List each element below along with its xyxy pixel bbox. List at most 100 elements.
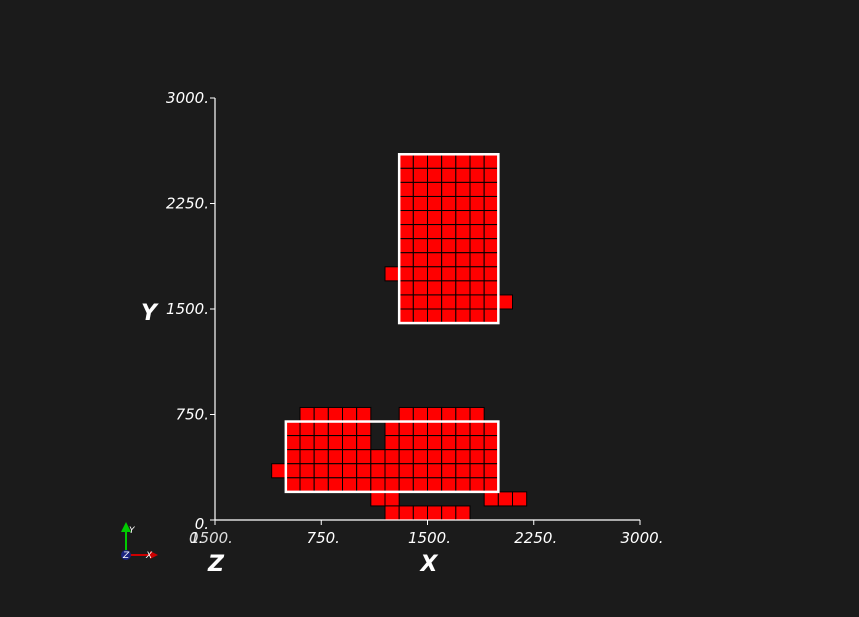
voxel-cell <box>441 195 457 212</box>
voxel-cell <box>441 153 457 169</box>
voxel-cell <box>483 308 499 324</box>
voxel-cell <box>427 224 443 240</box>
voxel-cell <box>483 224 499 240</box>
orientation-x-label: X <box>145 551 153 561</box>
voxel-cell <box>342 449 358 465</box>
voxel-cell <box>398 224 414 240</box>
voxel-cell <box>398 181 414 197</box>
voxel-cell <box>412 421 429 437</box>
voxel-cell <box>285 449 301 465</box>
voxel-cell <box>398 449 414 465</box>
voxel-cell <box>384 449 400 465</box>
voxel-cell <box>469 435 485 451</box>
orientation-y-arrowhead <box>121 522 131 532</box>
voxel-cell <box>441 167 457 183</box>
voxel-cell <box>427 195 443 212</box>
voxel-cell <box>441 224 457 240</box>
x-axis-ticks: 750. 1500. 2250. 3000. <box>214 520 663 547</box>
voxel-cell <box>455 252 471 268</box>
y-tick-label: 750. <box>176 406 209 424</box>
voxel-cell <box>469 167 485 183</box>
voxel-cell <box>441 308 457 324</box>
voxel-cell <box>299 449 315 465</box>
voxel-cell <box>356 421 372 437</box>
voxel-cell <box>398 266 414 282</box>
voxel-cell <box>384 505 400 521</box>
voxel-cell <box>412 463 429 479</box>
voxel-cell <box>412 435 429 451</box>
voxel-cells <box>271 153 528 521</box>
voxel-cell <box>455 406 471 423</box>
orientation-z-label: Z <box>122 551 130 561</box>
voxel-cell <box>412 308 429 324</box>
voxel-cell <box>455 308 471 324</box>
voxel-cell <box>342 435 358 451</box>
voxel-cell <box>313 435 329 451</box>
voxel-cell <box>398 406 414 423</box>
y-tick-label: 1500. <box>166 300 209 318</box>
voxel-cell <box>455 238 471 254</box>
voxel-cell <box>441 181 457 197</box>
voxel-cell <box>427 505 443 521</box>
voxel-cell <box>483 195 499 212</box>
voxel-cell <box>342 421 358 437</box>
voxel-cell <box>285 477 301 493</box>
voxel-cell <box>455 435 471 451</box>
voxel-cell <box>483 252 499 268</box>
voxel-cell <box>342 406 358 423</box>
voxel-cell <box>412 181 429 197</box>
voxel-cell <box>398 195 414 212</box>
voxel-cell <box>455 477 471 493</box>
voxel-cell <box>427 463 443 479</box>
voxel-cell <box>398 435 414 451</box>
voxel-cell <box>384 491 400 507</box>
voxel-cell <box>469 195 485 212</box>
voxel-cell <box>441 406 457 423</box>
voxel-cell <box>483 266 499 282</box>
voxel-cell <box>441 421 457 437</box>
z-axis-tick-label-0: 1500. <box>190 529 233 547</box>
voxel-cell <box>356 477 372 493</box>
voxel-cell <box>327 421 344 437</box>
voxel-cell <box>469 224 485 240</box>
voxel-cell <box>427 167 443 183</box>
voxel-cell <box>469 210 485 226</box>
voxel-cell <box>441 294 457 310</box>
voxel-cell <box>412 238 429 254</box>
voxel-cell <box>412 266 429 282</box>
voxel-cell <box>497 491 514 507</box>
voxel-cell <box>483 491 499 507</box>
voxel-cell <box>455 167 471 183</box>
voxel-cell <box>441 477 457 493</box>
voxel-cell <box>483 294 499 310</box>
voxel-cell <box>455 153 471 169</box>
voxel-cell <box>398 167 414 183</box>
voxel-cell <box>469 449 485 465</box>
voxel-cell <box>342 477 358 493</box>
voxel-cell <box>398 210 414 226</box>
voxel-cell <box>398 294 414 310</box>
voxel-cell <box>370 491 386 507</box>
voxel-cell <box>398 505 414 521</box>
voxel-cell <box>427 449 443 465</box>
voxel-cell <box>469 294 485 310</box>
voxel-cell <box>427 210 443 226</box>
z-axis-tick-label-1: 0. <box>189 529 203 547</box>
voxel-cell <box>497 294 514 310</box>
voxel-cell <box>384 435 400 451</box>
voxel-cell <box>455 266 471 282</box>
voxel-cell <box>299 477 315 493</box>
voxel-cell <box>356 463 372 479</box>
voxel-cell <box>427 477 443 493</box>
voxel-cell <box>370 449 386 465</box>
voxel-cell <box>455 224 471 240</box>
voxel-cell <box>370 477 386 493</box>
y-axis-ticks: 0. 750. 1500. 2250. 3000. <box>166 89 215 533</box>
voxel-cell <box>299 435 315 451</box>
voxel-cell <box>455 181 471 197</box>
voxel-cell <box>384 463 400 479</box>
voxel-cell <box>412 294 429 310</box>
x-tick-label: 1500. <box>408 529 451 547</box>
voxel-cell <box>427 181 443 197</box>
